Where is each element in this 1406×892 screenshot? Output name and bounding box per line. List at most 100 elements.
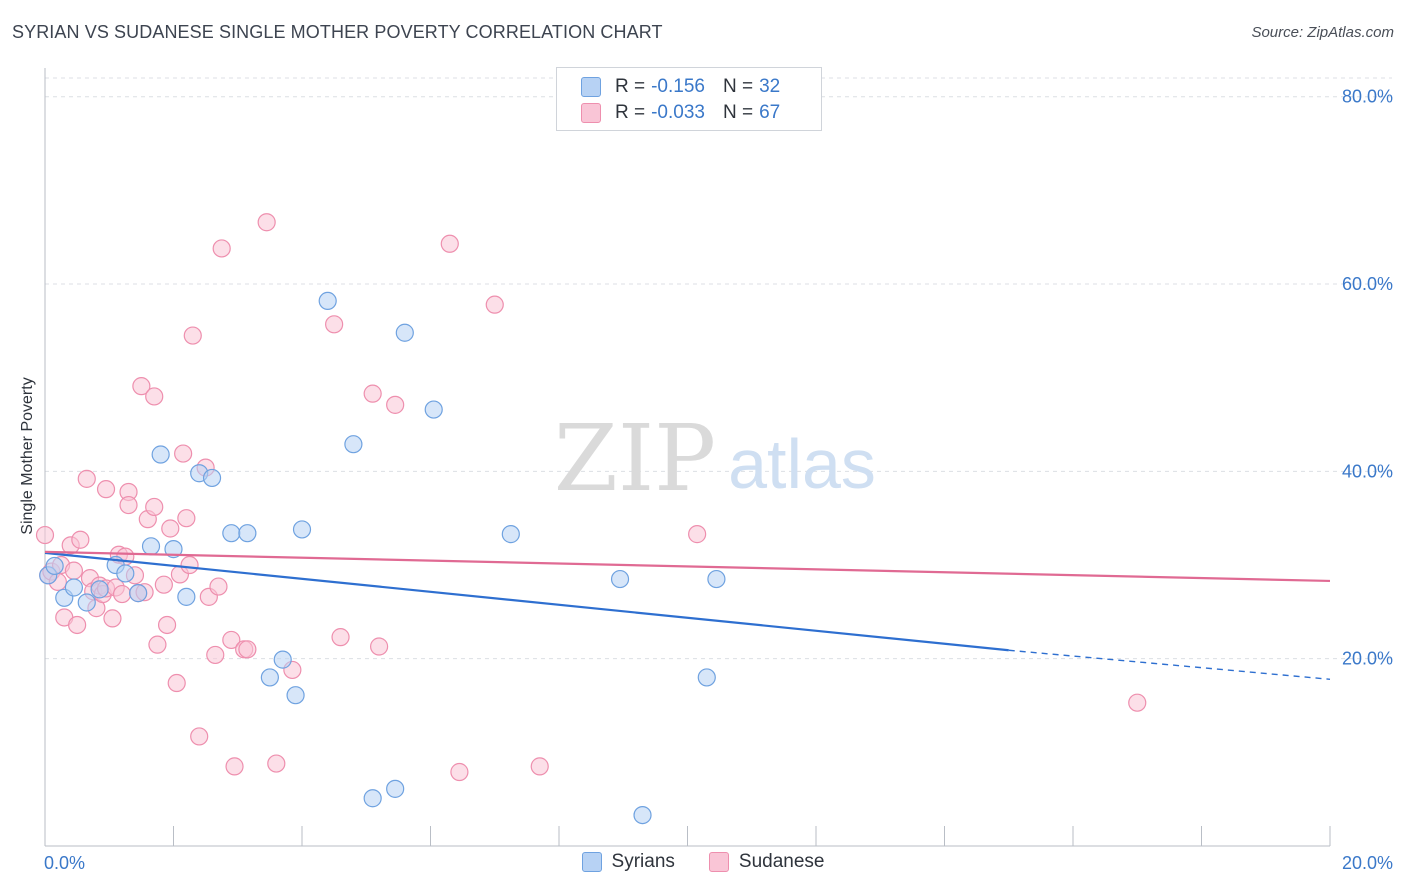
sudanese-point xyxy=(363,384,382,403)
sudanese-point xyxy=(132,377,151,396)
data-points xyxy=(35,213,1147,825)
series-legend: Syrians Sudanese xyxy=(0,851,1406,873)
sudanese-point xyxy=(77,469,96,488)
syrians-point xyxy=(424,400,443,419)
sudanese-point xyxy=(103,609,122,628)
n-value: 32 xyxy=(759,76,781,97)
sudanese-point xyxy=(238,640,257,659)
r-label: R = xyxy=(615,102,646,123)
sudanese-point xyxy=(148,635,167,654)
syrians-point xyxy=(141,537,161,556)
legend-label-syrians: Syrians xyxy=(611,851,675,872)
syrians-point xyxy=(501,525,520,544)
chart-title: SYRIAN VS SUDANESE SINGLE MOTHER POVERTY… xyxy=(12,22,663,42)
sudanese-point xyxy=(450,762,469,782)
sudanese-point xyxy=(64,561,84,580)
y-tick-label: 80.0% xyxy=(1342,87,1393,107)
sudanese-point xyxy=(157,615,177,635)
sudanese-swatch xyxy=(581,103,601,123)
syrians-point xyxy=(64,578,84,597)
sudanese-point xyxy=(71,530,90,549)
sudanese-point xyxy=(688,525,707,544)
n-label: N = xyxy=(722,76,754,97)
syrians-point xyxy=(286,686,305,705)
sudanese-point xyxy=(370,637,389,656)
sudanese-point xyxy=(1128,693,1147,712)
syrians-point xyxy=(386,779,405,798)
axes xyxy=(44,68,1331,847)
syrians-point xyxy=(292,520,312,539)
y-tick-label: 20.0% xyxy=(1342,649,1393,669)
stats-legend: R = -0.156 N = 32 R = -0.033 N = 67 xyxy=(556,67,822,131)
syrians-point xyxy=(273,650,292,669)
sudanese-point xyxy=(222,630,241,650)
syrians-point xyxy=(707,569,726,589)
syrians-point xyxy=(164,540,183,559)
sudanese-point xyxy=(35,525,55,545)
sudanese-point xyxy=(212,239,231,258)
sudanese-point xyxy=(167,673,186,693)
trend-lines xyxy=(44,550,1331,680)
sudanese-point xyxy=(257,213,276,232)
x-tick-label: 20.0% xyxy=(1342,853,1393,873)
syrians-point xyxy=(260,668,279,687)
syrians-point xyxy=(45,556,64,576)
sudanese-point xyxy=(174,444,193,463)
n-value: 67 xyxy=(759,102,781,123)
syrians-point xyxy=(610,569,630,589)
syrians-swatch xyxy=(581,77,601,97)
sudanese-point xyxy=(183,326,202,345)
y-tick-label: 60.0% xyxy=(1342,274,1393,294)
sudanese-swatch xyxy=(708,852,729,872)
syrians-point xyxy=(77,593,96,612)
syrians-point xyxy=(177,587,196,606)
n-label: N = xyxy=(722,102,754,123)
syrians-point xyxy=(116,564,135,583)
y-tick-label: 40.0% xyxy=(1342,461,1393,481)
syrians-point xyxy=(344,435,363,454)
syrians-point xyxy=(151,445,170,464)
sudanese-point xyxy=(206,645,225,665)
syrians-swatch xyxy=(581,852,602,872)
sudanese-point xyxy=(331,628,350,647)
syrians-point xyxy=(90,580,109,599)
source-label: Source: ZipAtlas.com xyxy=(1251,24,1394,41)
sudanese-point xyxy=(209,577,228,596)
x-tick-label: 0.0% xyxy=(44,853,85,873)
syrians-point xyxy=(697,668,716,687)
sudanese-point xyxy=(154,575,173,594)
sudanese-point xyxy=(267,754,286,773)
syrians-point xyxy=(363,789,382,808)
sudanese-point xyxy=(485,295,504,314)
sudanese-point xyxy=(145,387,164,406)
sudanese-point xyxy=(325,315,344,334)
sudanese-point xyxy=(68,615,87,635)
sudanese-point xyxy=(112,584,132,604)
legend-row-syrians: R = -0.156 N = 32 xyxy=(581,75,780,99)
syrians-point xyxy=(633,805,652,825)
r-value: -0.156 xyxy=(651,76,705,97)
syrians-trend-extension xyxy=(1008,649,1331,680)
sudanese-point xyxy=(177,509,196,528)
sudanese-trend-line xyxy=(44,550,1331,583)
syrians-point xyxy=(318,291,337,311)
syrians-point xyxy=(129,584,148,603)
sudanese-point xyxy=(530,757,549,776)
watermark-atlas: atlas xyxy=(728,425,876,503)
sudanese-point xyxy=(145,497,164,517)
r-value: -0.033 xyxy=(651,102,705,123)
syrians-point xyxy=(222,524,241,543)
sudanese-point xyxy=(190,727,209,746)
syrians-point xyxy=(202,468,222,488)
sudanese-point xyxy=(180,555,199,575)
sudanese-point xyxy=(225,757,244,776)
tick-labels: 20.0% 40.0% 60.0% 80.0% 0.0% 20.0% xyxy=(44,87,1393,873)
sudanese-point xyxy=(386,395,405,414)
sudanese-point xyxy=(440,234,459,253)
sudanese-point xyxy=(119,495,138,515)
legend-item-syrians: Syrians xyxy=(581,851,675,873)
legend-row-sudanese: R = -0.033 N = 67 xyxy=(581,101,780,125)
legend-item-sudanese: Sudanese xyxy=(708,851,824,873)
sudanese-point xyxy=(96,480,116,499)
